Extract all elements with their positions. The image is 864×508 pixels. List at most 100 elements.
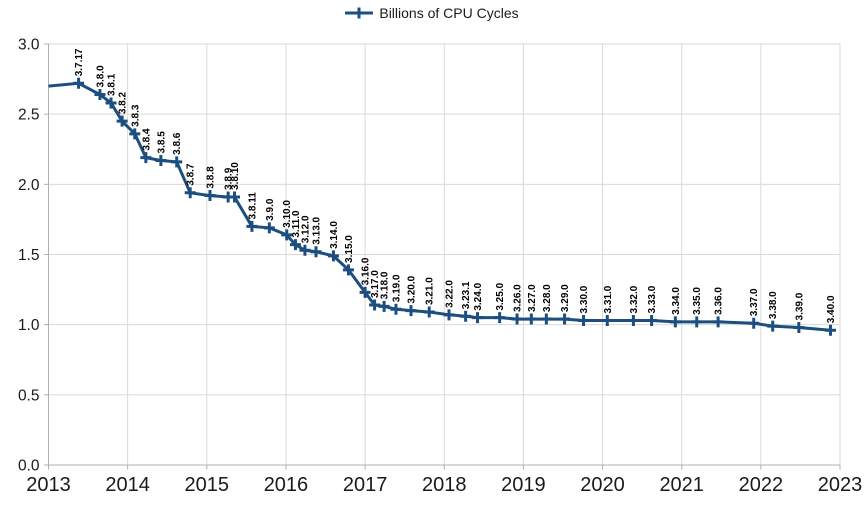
data-point-marker bbox=[443, 309, 455, 321]
data-point-label: 3.14.0 bbox=[329, 221, 340, 249]
data-point-marker bbox=[105, 97, 117, 109]
data-point-label: 3.37.0 bbox=[749, 288, 760, 316]
data-point-label: 3.15.0 bbox=[344, 235, 355, 263]
data-point-label: 3.8.2 bbox=[118, 92, 129, 115]
data-point-label: 3.24.0 bbox=[473, 282, 484, 310]
data-point-label: 3.22.0 bbox=[444, 280, 455, 308]
data-point-label: 3.39.0 bbox=[794, 292, 805, 320]
data-point-label: 3.30.0 bbox=[579, 285, 590, 313]
data-point-marker bbox=[327, 250, 339, 262]
data-point-marker bbox=[263, 222, 275, 234]
data-point-labels: 3.7.17 3.8.0 3.8.13.8.23.8.33.8.4 3.8.5 3.8.… bbox=[74, 48, 837, 323]
axes bbox=[44, 43, 841, 470]
data-point-label: 3.8.10 bbox=[230, 162, 241, 190]
y-axis-tick-label: 0.0 bbox=[18, 458, 40, 475]
data-point-marker bbox=[601, 314, 613, 326]
data-point-label: 3.11.0 bbox=[291, 210, 302, 238]
x-axis-tick-label: 2014 bbox=[105, 474, 150, 496]
data-point-label: 3.8.8 bbox=[205, 166, 216, 189]
x-axis-tick-label: 2022 bbox=[739, 474, 784, 496]
x-axis-tick-label: 2023 bbox=[818, 474, 863, 496]
data-point-marker bbox=[825, 324, 837, 336]
data-point-marker bbox=[390, 303, 402, 315]
y-axis-tick-label: 1.5 bbox=[18, 247, 40, 264]
data-point-marker bbox=[578, 314, 590, 326]
data-point-marker bbox=[748, 317, 760, 329]
data-point-marker bbox=[540, 313, 552, 325]
data-point-marker bbox=[310, 246, 322, 258]
data-point-label: 3.27.0 bbox=[527, 284, 538, 312]
data-point-label: 3.17.0 bbox=[370, 270, 381, 298]
data-point-label: 3.8.9 bbox=[224, 167, 235, 190]
data-point-marker bbox=[767, 320, 779, 332]
data-point-marker bbox=[171, 156, 183, 168]
data-point-label: 3.23.1 bbox=[461, 281, 472, 309]
data-point-marker bbox=[511, 313, 523, 325]
data-point-marker bbox=[342, 264, 354, 276]
data-point-label: 3.29.0 bbox=[560, 284, 571, 312]
data-point-marker bbox=[669, 316, 681, 328]
data-point-marker bbox=[73, 77, 85, 89]
data-point-marker bbox=[559, 313, 571, 325]
data-point-label: 3.10.0 bbox=[282, 200, 293, 228]
data-point-marker bbox=[184, 187, 196, 199]
y-axis-tick-label: 2.0 bbox=[18, 177, 40, 194]
data-point-label: 3.36.0 bbox=[714, 287, 725, 315]
data-point-label: 3.8.7 bbox=[186, 163, 197, 186]
data-point-label: 3.8.4 bbox=[141, 128, 152, 151]
x-axis-tick-label: 2021 bbox=[659, 474, 704, 496]
data-point-label: 3.20.0 bbox=[407, 275, 418, 303]
x-axis-tick-label: 2018 bbox=[422, 474, 467, 496]
x-axis-tick-label: 2015 bbox=[185, 474, 230, 496]
data-point-label: 3.16.0 bbox=[361, 257, 372, 285]
data-point-label: 3.8.6 bbox=[172, 132, 183, 155]
y-axis-tick-label: 0.5 bbox=[18, 387, 40, 404]
data-point-marker bbox=[289, 239, 301, 251]
data-point-marker bbox=[405, 305, 417, 317]
data-point-label: 3.34.0 bbox=[671, 287, 682, 315]
data-point-marker bbox=[471, 312, 483, 324]
x-axis-tick-label: 2017 bbox=[343, 474, 388, 496]
y-axis-tick-label: 1.0 bbox=[18, 317, 40, 334]
data-point-label: 3.8.11 bbox=[247, 192, 258, 220]
data-point-label: 3.21.0 bbox=[425, 277, 436, 305]
data-point-marker bbox=[378, 300, 390, 312]
data-point-label: 3.13.0 bbox=[312, 216, 323, 244]
data-point-label: 3.32.0 bbox=[629, 285, 640, 313]
data-point-marker bbox=[299, 244, 311, 256]
data-point-label: 3.40.0 bbox=[826, 295, 837, 323]
data-point-marker bbox=[646, 314, 658, 326]
data-point-marker bbox=[281, 229, 293, 241]
data-point-label: 3.31.0 bbox=[603, 285, 614, 313]
x-axis-tick-label: 2013 bbox=[26, 474, 71, 496]
data-point-marker bbox=[116, 115, 128, 127]
data-point-marker bbox=[94, 89, 106, 101]
data-point-marker bbox=[691, 316, 703, 328]
data-point-label: 3.28.0 bbox=[542, 284, 553, 312]
x-axis-tick-label: 2020 bbox=[580, 474, 625, 496]
data-point-marker bbox=[155, 154, 167, 166]
data-point-marker bbox=[204, 190, 216, 202]
data-point-label: 3.18.0 bbox=[380, 271, 391, 299]
data-point-marker bbox=[246, 220, 258, 232]
y-axis-tick-label: 2.5 bbox=[18, 107, 40, 124]
x-axis-tick-label: 2016 bbox=[264, 474, 309, 496]
data-point-marker bbox=[712, 316, 724, 328]
data-point-marker bbox=[369, 299, 381, 311]
data-point-label: 3.38.0 bbox=[768, 291, 779, 319]
data-point-marker bbox=[129, 128, 141, 140]
data-point-marker bbox=[229, 191, 241, 203]
data-point-label: 3.8.0 bbox=[95, 65, 106, 88]
data-point-label: 3.8.1 bbox=[107, 73, 118, 96]
data-point-label: 3.12.0 bbox=[300, 215, 311, 243]
data-point-label: 3.7.17 bbox=[74, 48, 85, 76]
x-axis-tick-label: 2019 bbox=[501, 474, 546, 496]
data-point-label: 3.8.5 bbox=[156, 131, 167, 154]
y-axis-tick-label: 3.0 bbox=[18, 37, 40, 54]
data-point-label: 3.35.0 bbox=[692, 287, 703, 315]
data-point-marker bbox=[359, 286, 371, 298]
data-point-marker bbox=[140, 152, 152, 164]
data-point-marker bbox=[627, 314, 639, 326]
